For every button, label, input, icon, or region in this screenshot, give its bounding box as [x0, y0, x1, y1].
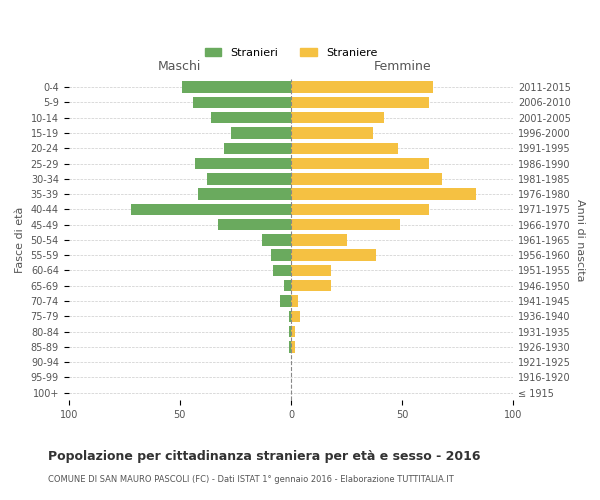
Bar — [291, 96, 429, 108]
Bar — [182, 82, 291, 93]
Bar — [291, 234, 347, 245]
Bar — [211, 112, 291, 124]
Text: Maschi: Maschi — [158, 60, 202, 73]
Bar — [289, 341, 291, 352]
Bar — [284, 280, 291, 291]
Y-axis label: Anni di nascita: Anni di nascita — [575, 198, 585, 281]
Text: COMUNE DI SAN MAURO PASCOLI (FC) - Dati ISTAT 1° gennaio 2016 - Elaborazione TUT: COMUNE DI SAN MAURO PASCOLI (FC) - Dati … — [48, 475, 454, 484]
Bar — [224, 142, 291, 154]
Bar — [291, 264, 331, 276]
Bar — [289, 326, 291, 338]
Bar — [231, 127, 291, 138]
Bar — [291, 204, 429, 215]
Bar — [262, 234, 291, 245]
Bar — [206, 173, 291, 184]
Bar — [291, 310, 300, 322]
Legend: Stranieri, Straniere: Stranieri, Straniere — [200, 44, 382, 62]
Bar — [196, 158, 291, 169]
Bar — [197, 188, 291, 200]
Bar — [291, 341, 295, 352]
Bar — [291, 296, 298, 306]
Bar — [291, 173, 442, 184]
Bar — [291, 112, 385, 124]
Bar — [291, 142, 398, 154]
Bar — [271, 250, 291, 261]
Y-axis label: Fasce di età: Fasce di età — [15, 206, 25, 273]
Bar — [291, 188, 476, 200]
Bar — [291, 158, 429, 169]
Bar — [291, 82, 433, 93]
Bar — [218, 219, 291, 230]
Bar — [131, 204, 291, 215]
Bar — [280, 296, 291, 306]
Bar — [291, 326, 295, 338]
Bar — [289, 310, 291, 322]
Text: Femmine: Femmine — [373, 60, 431, 73]
Bar — [291, 280, 331, 291]
Bar — [273, 264, 291, 276]
Bar — [291, 250, 376, 261]
Text: Popolazione per cittadinanza straniera per età e sesso - 2016: Popolazione per cittadinanza straniera p… — [48, 450, 481, 463]
Bar — [291, 127, 373, 138]
Bar — [193, 96, 291, 108]
Bar — [291, 219, 400, 230]
